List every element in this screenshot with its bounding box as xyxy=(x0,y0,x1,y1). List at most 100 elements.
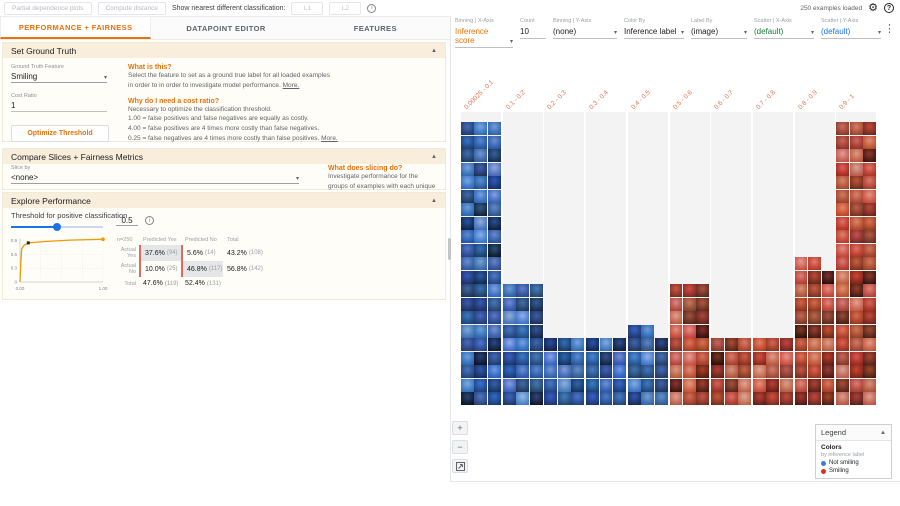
section-header-compare-slices[interactable]: Compare Slices + Fairness Metrics ▲ xyxy=(3,149,445,164)
datapoint-thumbnail[interactable] xyxy=(669,392,683,405)
datapoint-thumbnail[interactable] xyxy=(794,378,808,392)
datapoint-thumbnail[interactable] xyxy=(808,324,821,338)
datapoint-thumbnail[interactable] xyxy=(794,351,808,365)
datapoint-thumbnail[interactable] xyxy=(516,324,530,338)
more-link[interactable]: More. xyxy=(321,134,338,142)
datapoint-thumbnail[interactable] xyxy=(836,257,850,271)
datapoint-thumbnail[interactable] xyxy=(516,365,530,379)
datapoint-thumbnail[interactable] xyxy=(682,311,696,325)
threshold-slider[interactable] xyxy=(11,223,103,231)
datapoint-thumbnail[interactable] xyxy=(836,270,850,284)
datapoint-thumbnail[interactable] xyxy=(863,230,877,244)
datapoint-thumbnail[interactable] xyxy=(821,270,835,284)
datapoint-thumbnail[interactable] xyxy=(794,338,808,352)
datapoint-thumbnail[interactable] xyxy=(487,378,501,392)
datapoint-thumbnail[interactable] xyxy=(849,135,863,149)
datapoint-thumbnail[interactable] xyxy=(724,338,738,352)
datapoint-thumbnail[interactable] xyxy=(654,365,668,379)
datapoint-thumbnail[interactable] xyxy=(586,365,599,379)
datapoint-thumbnail[interactable] xyxy=(586,351,599,365)
datapoint-thumbnail[interactable] xyxy=(836,351,850,365)
datapoint-thumbnail[interactable] xyxy=(461,284,474,298)
datapoint-thumbnail[interactable] xyxy=(461,176,474,190)
datapoint-thumbnail[interactable] xyxy=(474,365,488,379)
datapoint-thumbnail[interactable] xyxy=(808,257,821,271)
datapoint-thumbnail[interactable] xyxy=(654,351,668,365)
datapoint-thumbnail[interactable] xyxy=(836,338,850,352)
datapoint-thumbnail[interactable] xyxy=(586,338,599,352)
datapoint-thumbnail[interactable] xyxy=(836,297,850,311)
datapoint-thumbnail[interactable] xyxy=(516,392,530,405)
datapoint-thumbnail[interactable] xyxy=(836,311,850,325)
datapoint-thumbnail[interactable] xyxy=(821,392,835,405)
datapoint-thumbnail[interactable] xyxy=(502,284,516,298)
datapoint-thumbnail[interactable] xyxy=(599,365,613,379)
datapoint-thumbnail[interactable] xyxy=(474,392,488,405)
datapoint-thumbnail[interactable] xyxy=(474,297,488,311)
datapoint-thumbnail[interactable] xyxy=(461,270,474,284)
datapoint-thumbnail[interactable] xyxy=(599,378,613,392)
datapoint-thumbnail[interactable] xyxy=(654,392,668,405)
datapoint-thumbnail[interactable] xyxy=(752,351,766,365)
datapoint-thumbnail[interactable] xyxy=(849,392,863,405)
datapoint-thumbnail[interactable] xyxy=(808,365,821,379)
control-select[interactable]: (image) ▾ xyxy=(691,24,747,39)
datapoint-thumbnail[interactable] xyxy=(474,176,488,190)
datapoint-thumbnail[interactable] xyxy=(516,378,530,392)
datapoint-thumbnail[interactable] xyxy=(794,257,808,271)
ground-truth-feature-select[interactable]: Smiling ▾ xyxy=(11,70,107,83)
datapoint-thumbnail[interactable] xyxy=(682,378,696,392)
datapoint-thumbnail[interactable] xyxy=(669,351,683,365)
datapoint-thumbnail[interactable] xyxy=(487,257,501,271)
datapoint-thumbnail[interactable] xyxy=(849,176,863,190)
datapoint-thumbnail[interactable] xyxy=(669,297,683,311)
datapoint-thumbnail[interactable] xyxy=(724,392,738,405)
datapoint-thumbnail[interactable] xyxy=(836,365,850,379)
datapoint-thumbnail[interactable] xyxy=(808,311,821,325)
datapoint-thumbnail[interactable] xyxy=(836,149,850,163)
datapoint-thumbnail[interactable] xyxy=(794,324,808,338)
datapoint-thumbnail[interactable] xyxy=(724,365,738,379)
datapoint-thumbnail[interactable] xyxy=(794,365,808,379)
datapoint-thumbnail[interactable] xyxy=(696,284,710,298)
datapoint-thumbnail[interactable] xyxy=(613,338,626,352)
datapoint-thumbnail[interactable] xyxy=(502,392,516,405)
datapoint-thumbnail[interactable] xyxy=(487,365,501,379)
datapoint-thumbnail[interactable] xyxy=(529,338,543,352)
datapoint-thumbnail[interactable] xyxy=(682,365,696,379)
datapoint-thumbnail[interactable] xyxy=(696,297,710,311)
datapoint-thumbnail[interactable] xyxy=(544,351,558,365)
datapoint-thumbnail[interactable] xyxy=(487,189,501,203)
datapoint-thumbnail[interactable] xyxy=(821,351,835,365)
datapoint-thumbnail[interactable] xyxy=(487,311,501,325)
datapoint-thumbnail[interactable] xyxy=(529,392,543,405)
datapoint-thumbnail[interactable] xyxy=(682,392,696,405)
datapoint-thumbnail[interactable] xyxy=(487,230,501,244)
datapoint-thumbnail[interactable] xyxy=(682,351,696,365)
datapoint-thumbnail[interactable] xyxy=(461,257,474,271)
legend-header[interactable]: Legend ▲ xyxy=(816,425,891,441)
datapoint-thumbnail[interactable] xyxy=(779,378,793,392)
collapse-caret-icon[interactable]: ▲ xyxy=(431,197,437,204)
datapoint-thumbnail[interactable] xyxy=(821,324,835,338)
datapoint-thumbnail[interactable] xyxy=(461,149,474,163)
datapoint-thumbnail[interactable] xyxy=(863,311,877,325)
datapoint-thumbnail[interactable] xyxy=(544,392,558,405)
datapoint-thumbnail[interactable] xyxy=(808,338,821,352)
datapoint-thumbnail[interactable] xyxy=(836,135,850,149)
datapoint-thumbnail[interactable] xyxy=(863,135,877,149)
compute-distance-button[interactable]: Compute distance xyxy=(97,1,166,15)
datapoint-thumbnail[interactable] xyxy=(752,338,766,352)
datapoint-thumbnail[interactable] xyxy=(696,338,710,352)
datapoint-thumbnail[interactable] xyxy=(808,284,821,298)
datapoint-thumbnail[interactable] xyxy=(474,284,488,298)
datapoint-thumbnail[interactable] xyxy=(766,365,780,379)
datapoint-thumbnail[interactable] xyxy=(849,122,863,136)
datapoint-thumbnail[interactable] xyxy=(571,378,585,392)
datapoint-thumbnail[interactable] xyxy=(613,365,626,379)
datapoint-thumbnail[interactable] xyxy=(571,351,585,365)
datapoint-thumbnail[interactable] xyxy=(863,149,877,163)
datapoint-thumbnail[interactable] xyxy=(863,216,877,230)
datapoint-thumbnail[interactable] xyxy=(586,378,599,392)
datapoint-thumbnail[interactable] xyxy=(461,203,474,217)
